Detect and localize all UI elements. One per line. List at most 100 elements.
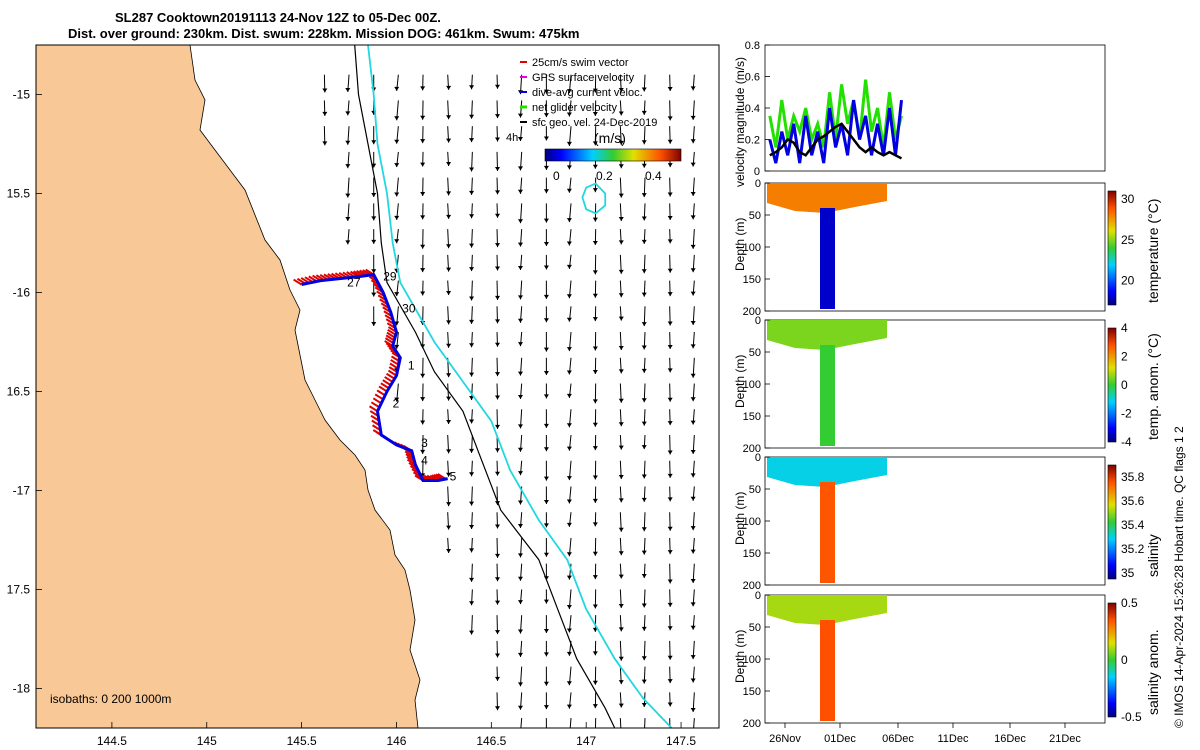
legend-sfc: sfc geo. vel. 24-Dec-2019 bbox=[532, 117, 657, 129]
velocity-arrowhead bbox=[566, 575, 572, 580]
velocity-arrowhead bbox=[345, 140, 351, 145]
velocity-arrowhead bbox=[690, 215, 696, 220]
velocity-arrowhead bbox=[495, 114, 501, 119]
velocity-arrowhead bbox=[420, 449, 426, 454]
velocity-arrowhead bbox=[469, 548, 475, 553]
velocity-arrowhead bbox=[667, 239, 673, 244]
velocity-arrowhead bbox=[495, 166, 501, 171]
velocity-arrowhead bbox=[566, 704, 572, 709]
velocity-arrowhead bbox=[495, 190, 501, 195]
colorbar-tick-label: 2 bbox=[1121, 350, 1128, 364]
velocity-arrowhead bbox=[641, 703, 647, 708]
velocity-y-tick-label: 0.4 bbox=[745, 103, 760, 115]
velocity-arrowhead bbox=[345, 216, 351, 221]
chart-title-line1: SL287 Cooktown20191113 24-Nov 12Z to 05-… bbox=[115, 10, 441, 25]
velocity-arrowhead bbox=[566, 218, 572, 223]
velocity-arrowhead bbox=[446, 291, 452, 296]
legend-net: net glider velocity bbox=[532, 102, 617, 114]
velocity-arrowhead bbox=[667, 139, 673, 144]
velocity-arrowhead bbox=[566, 188, 572, 193]
velocity-arrowhead bbox=[667, 292, 673, 297]
velocity-arrowhead bbox=[420, 268, 426, 273]
velocity-arrowhead bbox=[446, 525, 452, 530]
velocity-arrowhead bbox=[371, 322, 377, 327]
velocity-arrowhead bbox=[371, 216, 377, 221]
time-tick-label: 01Dec bbox=[824, 733, 856, 745]
velocity-arrowhead bbox=[566, 552, 572, 557]
velocity-arrowhead bbox=[517, 553, 523, 558]
surface-layer bbox=[767, 320, 887, 350]
velocity-arrowhead bbox=[618, 703, 624, 708]
velocity-arrowhead bbox=[566, 370, 572, 375]
velocity-arrowhead bbox=[641, 474, 647, 479]
section-y-tick-label: 150 bbox=[743, 411, 761, 423]
velocity-arrowhead bbox=[469, 167, 475, 172]
map-colorbar bbox=[544, 148, 682, 162]
velocity-arrowhead bbox=[592, 651, 598, 656]
day-label: 30 bbox=[402, 301, 416, 315]
velocity-arrowhead bbox=[469, 343, 475, 348]
time-axis: 26Nov 01Dec 06Dec 11Dec 16Dec 21Dec bbox=[769, 723, 1081, 745]
velocity-arrowhead bbox=[690, 268, 696, 273]
velocity-arrowhead bbox=[469, 577, 475, 582]
velocity-arrowhead bbox=[592, 164, 598, 169]
velocity-arrowhead bbox=[618, 574, 624, 579]
map-x-tick-label: 146.5 bbox=[476, 734, 506, 748]
section-y-tick-label: 200 bbox=[743, 443, 761, 455]
velocity-arrowhead bbox=[690, 420, 696, 425]
colorbar-tick-label: 35.8 bbox=[1121, 470, 1145, 484]
velocity-arrowhead bbox=[543, 136, 549, 141]
velocity-arrowhead bbox=[469, 319, 475, 324]
velocity-arrowhead bbox=[543, 371, 549, 376]
surface-layer bbox=[767, 183, 887, 213]
section-y-tick-label: 50 bbox=[749, 484, 761, 496]
velocity-arrowhead bbox=[446, 138, 452, 143]
velocity-arrowhead bbox=[517, 500, 523, 505]
velocity-arrowhead bbox=[469, 267, 475, 272]
velocity-arrowhead bbox=[667, 679, 673, 684]
velocity-arrowhead bbox=[642, 732, 647, 736]
velocity-arrowhead bbox=[641, 527, 647, 532]
velocity-arrowhead bbox=[566, 605, 572, 610]
velocity-arrowhead bbox=[543, 681, 549, 686]
land-mass bbox=[36, 45, 421, 728]
velocity-arrowhead bbox=[495, 553, 501, 558]
legend-swim: 25cm/s swim vector bbox=[532, 57, 629, 69]
velocity-arrowhead bbox=[394, 139, 400, 144]
scale-label: 4h bbox=[506, 132, 518, 144]
map-y-tick-label: 16.5 bbox=[7, 384, 31, 398]
map-y-tick-label: -16 bbox=[13, 285, 31, 299]
section-y-tick-label: 150 bbox=[743, 274, 761, 286]
velocity-arrowhead bbox=[641, 193, 647, 198]
velocity-arrowhead bbox=[641, 269, 647, 274]
dive-column bbox=[820, 482, 835, 583]
velocity-arrowhead bbox=[690, 549, 696, 554]
velocity-arrowhead bbox=[495, 676, 501, 681]
velocity-arrowhead bbox=[618, 656, 624, 661]
velocity-arrowhead bbox=[322, 111, 328, 116]
velocity-arrowhead bbox=[690, 602, 696, 607]
velocity-arrowhead bbox=[592, 475, 598, 480]
velocity-arrowhead bbox=[641, 679, 647, 684]
velocity-arrowhead bbox=[641, 574, 647, 579]
map-frame bbox=[35, 44, 720, 729]
velocity-arrowhead bbox=[592, 551, 598, 556]
time-tick-label: 06Dec bbox=[882, 733, 914, 745]
map-x-tick-label: 146 bbox=[386, 734, 406, 748]
velocity-arrowhead bbox=[566, 446, 572, 451]
velocity-arrowhead bbox=[618, 422, 624, 427]
velocity-arrowhead bbox=[690, 373, 696, 378]
velocity-arrowhead bbox=[618, 398, 624, 403]
velocity-arrowhead bbox=[345, 111, 351, 116]
map-x-ticks: 144.5 145 145.5 146 146.5 147 147.5 bbox=[97, 722, 696, 748]
colorbar-tick-1: 0.2 bbox=[596, 169, 613, 183]
velocity-arrowhead bbox=[543, 113, 549, 118]
section-colorbar bbox=[1107, 190, 1117, 306]
velocity-arrowhead bbox=[469, 472, 475, 477]
colorbar-tick-label: 35.4 bbox=[1121, 518, 1145, 532]
velocity-arrowhead bbox=[667, 602, 673, 607]
velocity-arrowhead bbox=[543, 165, 549, 170]
velocity-arrowhead bbox=[394, 192, 400, 197]
velocity-arrowhead bbox=[618, 498, 624, 503]
section-y-tick-label: 0 bbox=[755, 452, 761, 464]
